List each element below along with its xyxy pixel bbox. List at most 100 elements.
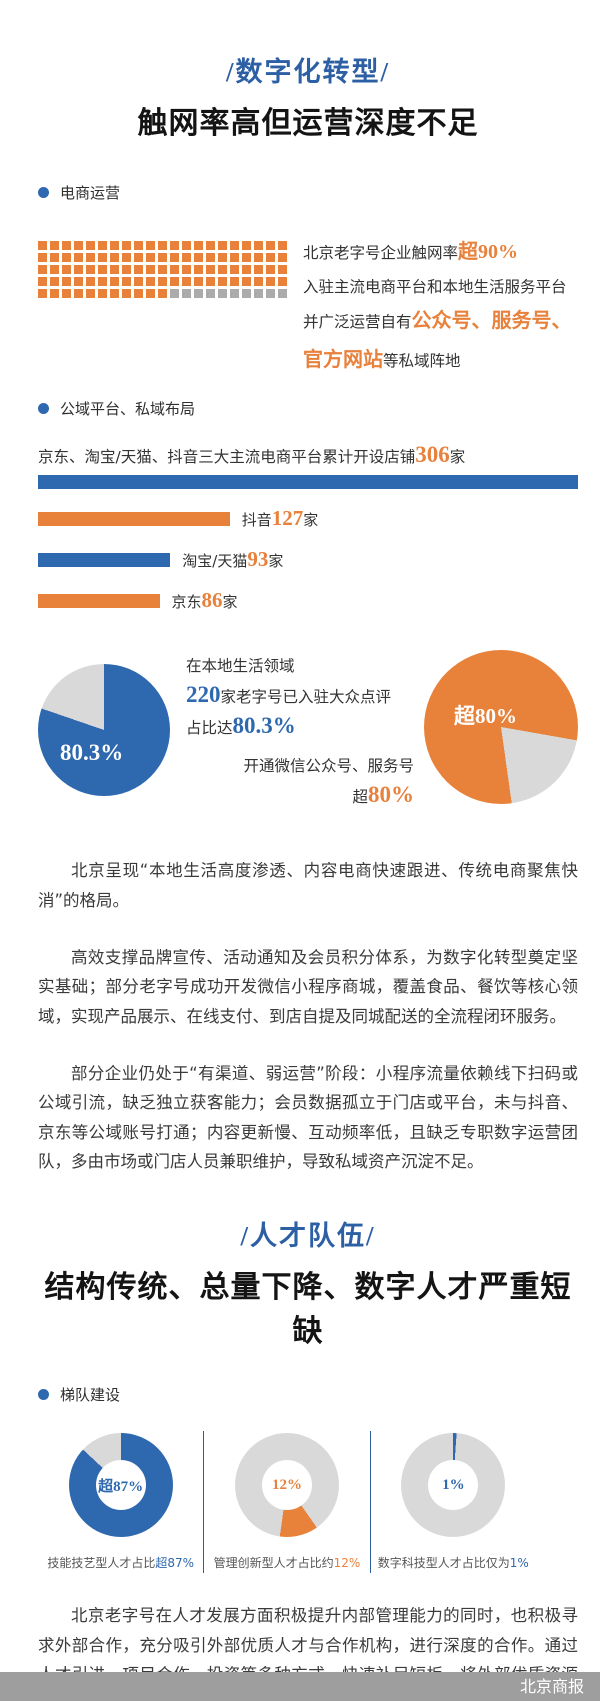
waffle-cell xyxy=(254,253,263,262)
donut-skill-caption-value: 超87% xyxy=(155,1556,195,1571)
waffle-cell xyxy=(38,277,47,286)
local-life-line3-prefix: 占比达 xyxy=(186,719,233,738)
waffle-cell xyxy=(170,289,179,298)
brand-logo: 北京商报 xyxy=(519,1677,584,1696)
waffle-cell xyxy=(278,277,287,286)
footer-bar: 北京商报 xyxy=(0,1672,600,1701)
waffle-cell xyxy=(242,265,251,274)
waffle-cell xyxy=(110,289,119,298)
waffle-cell xyxy=(122,241,131,250)
waffle-cell xyxy=(74,277,83,286)
paragraph-2: 高效支撑品牌宣传、活动通知及会员积分体系，为数字化转型奠定坚实基础；部分老字号成… xyxy=(38,947,578,1026)
local-life-line2-text: 家老字号已入驻大众点评 xyxy=(220,688,392,707)
waffle-cell xyxy=(206,277,215,286)
waffle-cell xyxy=(206,265,215,274)
wechat-pct: 80% xyxy=(368,782,414,808)
waffle-cell xyxy=(170,241,179,250)
waffle-cell xyxy=(74,265,83,274)
ecom-line1-highlight: 超90% xyxy=(458,241,519,263)
waffle-cell xyxy=(86,253,95,262)
waffle-cell xyxy=(206,289,215,298)
waffle-cell xyxy=(254,241,263,250)
local-life-count: 220 xyxy=(186,682,221,708)
waffle-cell xyxy=(242,289,251,298)
waffle-cell xyxy=(170,265,179,274)
pie-charts-block: 80.3% 在本地生活领域 220家老字号已入驻大众点评 占比达80.3% 开通… xyxy=(38,650,578,814)
waffle-cell xyxy=(38,241,47,250)
donut-col-management: 12% 管理创新型人才占比约12% xyxy=(203,1431,369,1574)
bullet-dot-icon xyxy=(38,187,49,198)
donut-digital-caption-text: 数字科技型人才占比仅为 xyxy=(377,1556,510,1571)
waffle-cell xyxy=(74,253,83,262)
ecom-line4-suffix: 等私域阵地 xyxy=(383,352,461,371)
waffle-cell xyxy=(266,265,275,274)
waffle-cell xyxy=(218,253,227,262)
waffle-cell xyxy=(170,277,179,286)
waffle-cell xyxy=(278,289,287,298)
waffle-cell xyxy=(50,241,59,250)
ecommerce-text: 北京老字号企业触网率超90% 入驻主流电商平台和本地生活服务平台 并广泛运营自有… xyxy=(303,233,572,380)
donut-skill-caption: 技能技艺型人才占比超87% xyxy=(42,1554,199,1571)
waffle-cell xyxy=(134,277,143,286)
donut-chart-management: 12% xyxy=(234,1433,339,1538)
waffle-cell xyxy=(230,253,239,262)
pie-chart-wechat: 超80% xyxy=(424,650,578,805)
waffle-cell xyxy=(266,241,275,250)
waffle-cell xyxy=(122,277,131,286)
waffle-cell xyxy=(86,265,95,274)
local-life-line2: 220家老字号已入驻大众点评 xyxy=(186,683,414,707)
donut-hole: 超87% xyxy=(95,1460,146,1511)
waffle-cell xyxy=(194,241,203,250)
bullet-ecommerce: 电商运营 xyxy=(38,182,578,203)
pie-wechat-label: 超80% xyxy=(454,704,517,729)
waffle-cell xyxy=(158,241,167,250)
waffle-cell xyxy=(98,265,107,274)
waffle-cell xyxy=(254,289,263,298)
donut-chart-digital: 1% xyxy=(401,1433,506,1538)
bar-2 xyxy=(38,553,171,568)
ecom-line4-highlight: 官方网站 xyxy=(303,349,383,372)
waffle-cell xyxy=(242,253,251,262)
waffle-cell xyxy=(98,241,107,250)
wechat-line1: 开通微信公众号、服务号 xyxy=(243,757,414,776)
donut-digital-caption: 数字科技型人才占比仅为1% xyxy=(375,1554,532,1571)
wechat-prefix: 超 xyxy=(352,788,368,807)
waffle-cell xyxy=(170,253,179,262)
waffle-cell xyxy=(62,253,71,262)
waffle-cell xyxy=(242,241,251,250)
section1-title: 触网率高但运营深度不足 xyxy=(137,107,479,140)
waffle-cell xyxy=(146,277,155,286)
waffle-cell xyxy=(86,241,95,250)
waffle-cell xyxy=(122,253,131,262)
waffle-cell xyxy=(206,241,215,250)
waffle-cell xyxy=(194,277,203,286)
waffle-cell xyxy=(110,253,119,262)
waffle-cell xyxy=(50,289,59,298)
ecom-line3-highlight: 公众号、服务号、 xyxy=(411,310,572,333)
bar-chart-total-unit: 家 xyxy=(449,448,466,467)
bar-label: 抖音127家 xyxy=(241,506,319,531)
donut-col-digital: 1% 数字科技型人才占比仅为1% xyxy=(369,1431,536,1574)
section1-tag: /数字化转型/ xyxy=(225,57,390,87)
waffle-cell xyxy=(194,253,203,262)
waffle-cell xyxy=(38,253,47,262)
local-life-line3: 占比达80.3% xyxy=(186,714,414,738)
donut-chart-skill: 超87% xyxy=(68,1433,173,1538)
bullet-echelon-label: 梯队建设 xyxy=(60,1386,121,1405)
donut-management-caption-text: 管理创新型人才占比约 xyxy=(213,1556,334,1571)
waffle-cell xyxy=(158,253,167,262)
waffle-cell xyxy=(98,253,107,262)
waffle-cell xyxy=(182,265,191,274)
donut-hole: 12% xyxy=(261,1460,312,1511)
waffle-cell xyxy=(158,265,167,274)
waffle-cell xyxy=(134,241,143,250)
waffle-cell xyxy=(194,265,203,274)
bar-chart-title: 京东、淘宝/天猫、抖音三大主流电商平台累计开设店铺306家 xyxy=(38,443,578,467)
waffle-cell xyxy=(158,289,167,298)
bar-1 xyxy=(38,512,230,527)
waffle-cell xyxy=(230,265,239,274)
ecommerce-block: 北京老字号企业触网率超90% 入驻主流电商平台和本地生活服务平台 并广泛运营自有… xyxy=(38,233,578,380)
waffle-cell xyxy=(254,277,263,286)
waffle-cell xyxy=(242,277,251,286)
